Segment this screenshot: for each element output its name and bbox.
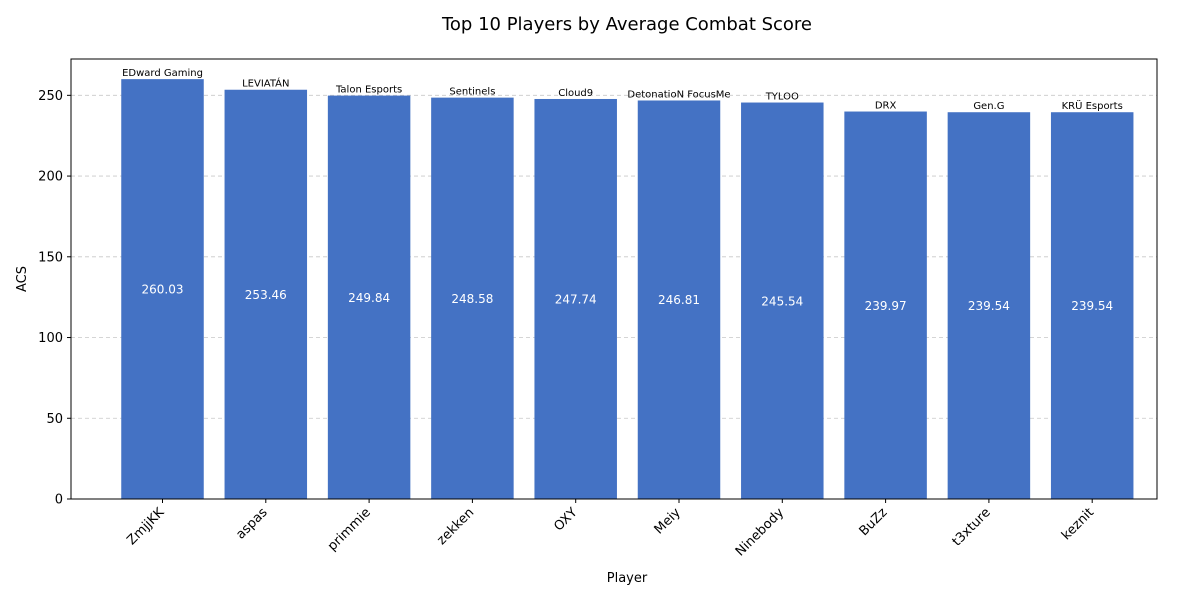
bar <box>431 97 514 500</box>
bars: 260.03 EDward Gaming 253.46 LEVIATÁN 249.84 T… <box>121 68 1134 500</box>
bar-team-label: TYLOO <box>765 92 799 103</box>
bar <box>741 102 824 500</box>
x-tick-label: t3xture <box>950 505 994 549</box>
x-tick-label: zekken <box>434 505 477 548</box>
x-tick-label: BuZz <box>857 505 891 539</box>
bar-value-label: 239.54 <box>1071 299 1113 313</box>
plot-frame <box>70 58 1158 500</box>
x-axis: ZmjjKK aspas primmie zekken OXY Meiy Ninebody B… <box>124 499 1097 559</box>
bar-team-label: Sentinels <box>449 87 495 98</box>
bar <box>844 111 927 499</box>
bar-value-label: 245.54 <box>761 294 803 308</box>
bar-value-label: 249.84 <box>348 291 390 305</box>
bar <box>947 112 1031 499</box>
y-tick-label: 50 <box>46 412 63 427</box>
y-axis: 0 50 100 150 200 250 <box>38 89 71 508</box>
bar-team-label: Talon Esports <box>335 85 402 96</box>
y-tick-label: 150 <box>38 250 63 265</box>
x-axis-label: Player <box>607 571 648 586</box>
x-tick-label: primmie <box>325 505 374 554</box>
bar-team-label: KRÜ Esports <box>1062 99 1123 112</box>
y-tick-label: 200 <box>38 170 63 185</box>
bar-value-label: 253.46 <box>245 288 287 302</box>
bar <box>121 79 204 500</box>
x-tick-label: keznit <box>1059 505 1097 543</box>
y-axis-label: ACS <box>15 266 30 292</box>
bar-value-label: 260.03 <box>142 283 184 297</box>
bar-team-label: LEVIATÁN <box>242 77 289 90</box>
bar-value-label: 246.81 <box>658 293 700 307</box>
bar-value-label: 239.54 <box>968 299 1010 313</box>
bar-team-label: DetonatioN FocusMe <box>627 89 730 100</box>
bar-team-label: EDward Gaming <box>122 68 203 79</box>
bar-team-label: Gen.G <box>973 101 1004 112</box>
bar-team-label: DRX <box>875 101 897 112</box>
y-tick-label: 250 <box>38 89 63 104</box>
bar-value-label: 239.97 <box>865 299 907 313</box>
bar-team-label: Cloud9 <box>558 88 593 99</box>
y-tick-label: 100 <box>38 331 63 346</box>
bar <box>534 98 617 500</box>
chart-title: Top 10 Players by Average Combat Score <box>441 14 812 35</box>
bar <box>327 95 411 499</box>
x-tick-label: ZmjjKK <box>124 505 167 548</box>
bar <box>224 89 308 500</box>
bar-value-label: 248.58 <box>451 292 493 306</box>
bar <box>637 100 721 499</box>
x-tick-label: Meiy <box>652 505 684 537</box>
x-tick-label: Ninebody <box>733 505 787 559</box>
x-tick-label: aspas <box>233 505 270 542</box>
bar-value-label: 247.74 <box>555 292 597 306</box>
bar <box>1050 112 1134 499</box>
y-tick-label: 0 <box>55 493 63 508</box>
x-tick-label: OXY <box>551 505 580 534</box>
